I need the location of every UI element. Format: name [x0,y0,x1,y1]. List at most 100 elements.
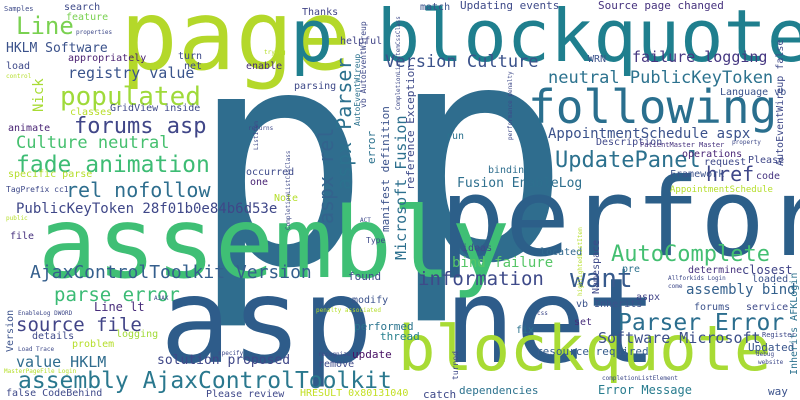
word-classes: classes [70,107,113,118]
word-modify: modify [352,295,389,306]
word-code: code [756,171,781,182]
word-assembly-bind: assembly bind [686,282,796,298]
word-registry-value: registry value [68,64,195,82]
word-neutral-publickeytoken: neutral PublicKeyToken [548,68,774,88]
word-performance-penalty: performance penalty [507,71,514,140]
word-error-message: Error Message [598,383,692,397]
word-penalty-associated: penalty associated [316,307,382,314]
word-solution-proposed: solution proposed [157,353,291,368]
word-details: details [32,331,75,342]
word-tagprefix: TagPrefix cc1 [6,185,69,194]
word-css: css [537,310,548,317]
word-completionlistitemcssclass: CompletionListItemCssClass [395,16,402,110]
word-specific-parse: specific parse [8,169,93,180]
word-error: error [365,130,378,164]
word-one: one [250,177,269,188]
word-closest: closest [742,263,793,277]
word-autocomplete: AutoComplete [611,242,770,267]
word-parser-error: Parser Error [618,310,785,336]
word-service: service [746,302,789,313]
word-search: search [64,2,101,13]
word-namespace: Namespace [591,239,602,294]
word-register: Register [762,331,796,339]
word-occurred: occurred [246,167,295,178]
word-line-lt: Line lt [94,300,145,314]
word-aspx: aspx [636,292,661,303]
word-parsing: parsing [294,81,337,92]
word-masterpagefile: MasterPageFile Login [4,368,77,375]
word-page: page [120,0,352,92]
word-aspx-rel: aspx rel [314,127,338,224]
word-assembly: assembly [38,187,511,301]
word-manifest-definition: manifest definition [379,106,392,232]
word-populated: populated [60,82,201,112]
word-appointmentschedule: AppointmentSchedule [670,185,773,195]
word-enable: enable [246,61,283,72]
word-source-page-changed: Source page changed [598,0,724,12]
word-highlightedlistitem: highlightedListItem [577,227,584,296]
word-hresult: HRESULT 0x80131040 [300,388,409,399]
word-hklm-software: HKLM Software [6,41,108,56]
word-ideas: ideas [462,243,493,254]
word-fix: fix [516,325,535,336]
word-specify: specify [218,350,244,357]
word-allforkids: Allforkids Login [668,275,726,282]
word-problem: problem [72,339,115,350]
word-match: match [420,2,451,13]
word-updating-events: Updating events [460,0,560,12]
word-load: load [6,61,31,72]
word-completionlistelement: completionListElement [602,375,678,382]
word-load-trace: Load Trace [18,346,55,353]
word-rel-nofollow: rel nofollow [66,178,211,202]
word-listitem: ListItem [253,121,260,150]
word-note: Note [274,193,299,204]
word-update: update [352,348,392,361]
word-culture-neutral: Culture neutral [16,133,170,153]
word-failure-logging: failure logging [632,48,768,66]
word-catch: catch [423,388,457,400]
word-returns: returns [248,125,274,132]
word-patientmaster: PatientMaster Master [640,141,725,149]
word-ajax: AJAX [154,295,169,302]
word-appropriately: appropriately [68,53,147,64]
word-act: ACT [360,217,371,224]
word-please-review: Please review [206,389,285,400]
word-samples: Samples [4,5,34,13]
word-p-large-right: p [390,0,571,329]
word-completionlistcssclass: CompletionListCssClass [285,150,292,230]
word-line: Line [16,12,74,40]
word-control: control [6,73,32,80]
word-debug: debug [756,351,775,358]
word-wrn: WRN [588,54,607,65]
word-logging: logging [116,329,159,340]
word-pre: pre [622,264,641,275]
word-resource-required: resource required [536,345,649,358]
word-version: Version [5,309,16,352]
word-want: want [570,264,633,294]
word-public: public [6,215,28,222]
word-vb-inherits: vb Inherits [576,299,643,310]
word-file: file [10,231,35,242]
word-inherits-afklogin: Inherits AFKLogin [789,272,800,375]
word-software-microsoft: Software Microsoft [598,329,761,347]
word-forums: forums [694,302,731,313]
word-binding: binding [488,165,531,176]
word-type: Type [366,236,386,245]
word-fusion-enablelog: Fusion EnableLog [457,176,583,191]
word-value-hklm: value HKLM [16,353,107,371]
word-ajaxcontroltoolkit-version: AjaxControlToolkit Version [30,262,312,283]
word-enablelog-dword: EnableLog DWORD [18,310,73,317]
word-request: request [704,157,747,168]
word-please: Please [748,155,785,166]
word-perform: perform [440,156,800,281]
word-set: set [574,317,593,328]
word-run: run [446,131,465,142]
word-gridview-inside: GridView inside [110,103,201,114]
word-fade-animation: fade animation [16,152,210,178]
word-thanks: Thanks [302,7,339,18]
word-autoeventwireup-false: AutoEventWireup false [775,39,786,166]
word-p-large-left: p [190,0,371,334]
word-determine: determine [688,265,743,276]
word-thread: thread [380,330,420,343]
word-loaded: loaded [752,274,789,285]
